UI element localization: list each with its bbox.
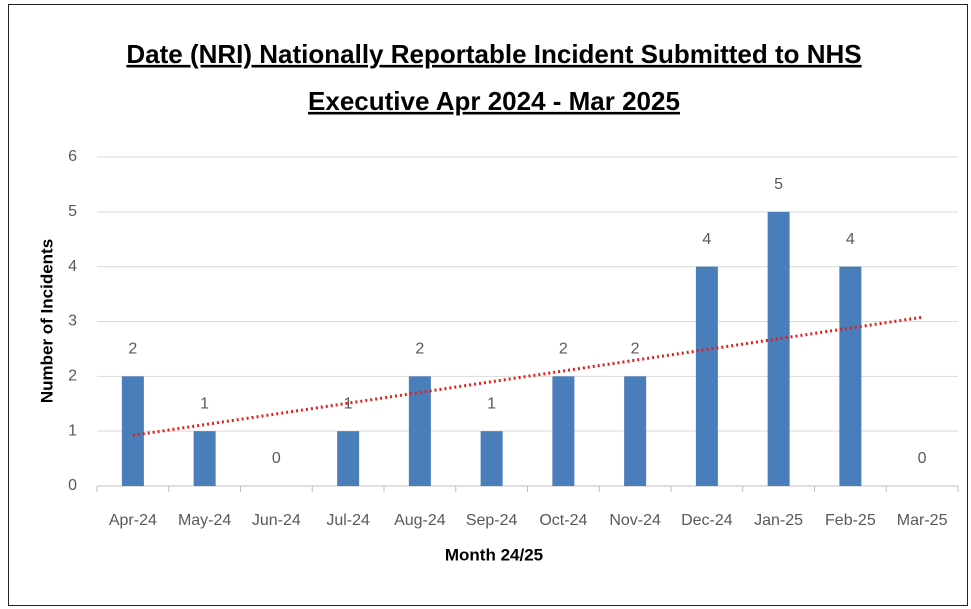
trendline bbox=[132, 315, 923, 437]
data-label: 4 bbox=[702, 231, 711, 248]
data-label: 1 bbox=[200, 395, 209, 412]
x-tick-label: Sep-24 bbox=[466, 512, 518, 529]
data-label: 4 bbox=[846, 231, 855, 248]
bar bbox=[408, 376, 431, 486]
y-tick-label: 6 bbox=[68, 148, 77, 165]
bar bbox=[480, 431, 503, 486]
bar bbox=[121, 376, 144, 486]
chart-title: Date (NRI) Nationally Reportable Inciden… bbox=[126, 39, 861, 69]
bar bbox=[839, 266, 862, 486]
bar bbox=[767, 211, 790, 487]
frame bbox=[8, 4, 968, 606]
y-tick-label: 2 bbox=[68, 368, 77, 385]
x-tick-label: Nov-24 bbox=[609, 512, 661, 529]
data-label: 2 bbox=[415, 341, 424, 358]
data-label: 1 bbox=[487, 395, 496, 412]
x-tick-label: Apr-24 bbox=[109, 512, 157, 529]
x-tick-label: Jul-24 bbox=[326, 512, 370, 529]
x-tick-label: May-24 bbox=[178, 512, 231, 529]
bar bbox=[695, 266, 718, 486]
x-tick-label: Jan-25 bbox=[754, 512, 803, 529]
y-tick-label: 5 bbox=[68, 203, 77, 220]
y-tick-label: 4 bbox=[68, 258, 77, 275]
bar bbox=[337, 431, 360, 486]
data-label: 2 bbox=[631, 341, 640, 358]
bar bbox=[624, 376, 647, 486]
data-label: 5 bbox=[774, 176, 783, 193]
data-label: 0 bbox=[272, 450, 281, 467]
x-tick-label: Dec-24 bbox=[681, 512, 733, 529]
x-tick-label: Jun-24 bbox=[252, 512, 301, 529]
x-tick-label: Mar-25 bbox=[897, 512, 948, 529]
bar bbox=[552, 376, 575, 486]
x-axis-title: Month 24/25 bbox=[445, 545, 543, 564]
x-tick-label: Aug-24 bbox=[394, 512, 446, 529]
chart-title: Executive Apr 2024 - Mar 2025 bbox=[308, 86, 680, 116]
y-axis-title: Number of Incidents bbox=[37, 239, 56, 403]
data-label: 2 bbox=[128, 341, 137, 358]
x-tick-label: Oct-24 bbox=[539, 512, 587, 529]
y-tick-label: 0 bbox=[68, 477, 77, 494]
y-tick-label: 1 bbox=[68, 422, 77, 439]
data-label: 2 bbox=[559, 341, 568, 358]
data-label: 1 bbox=[344, 395, 353, 412]
data-label: 0 bbox=[918, 450, 927, 467]
y-tick-label: 3 bbox=[68, 313, 77, 330]
bar bbox=[193, 431, 216, 486]
x-tick-label: Feb-25 bbox=[825, 512, 876, 529]
